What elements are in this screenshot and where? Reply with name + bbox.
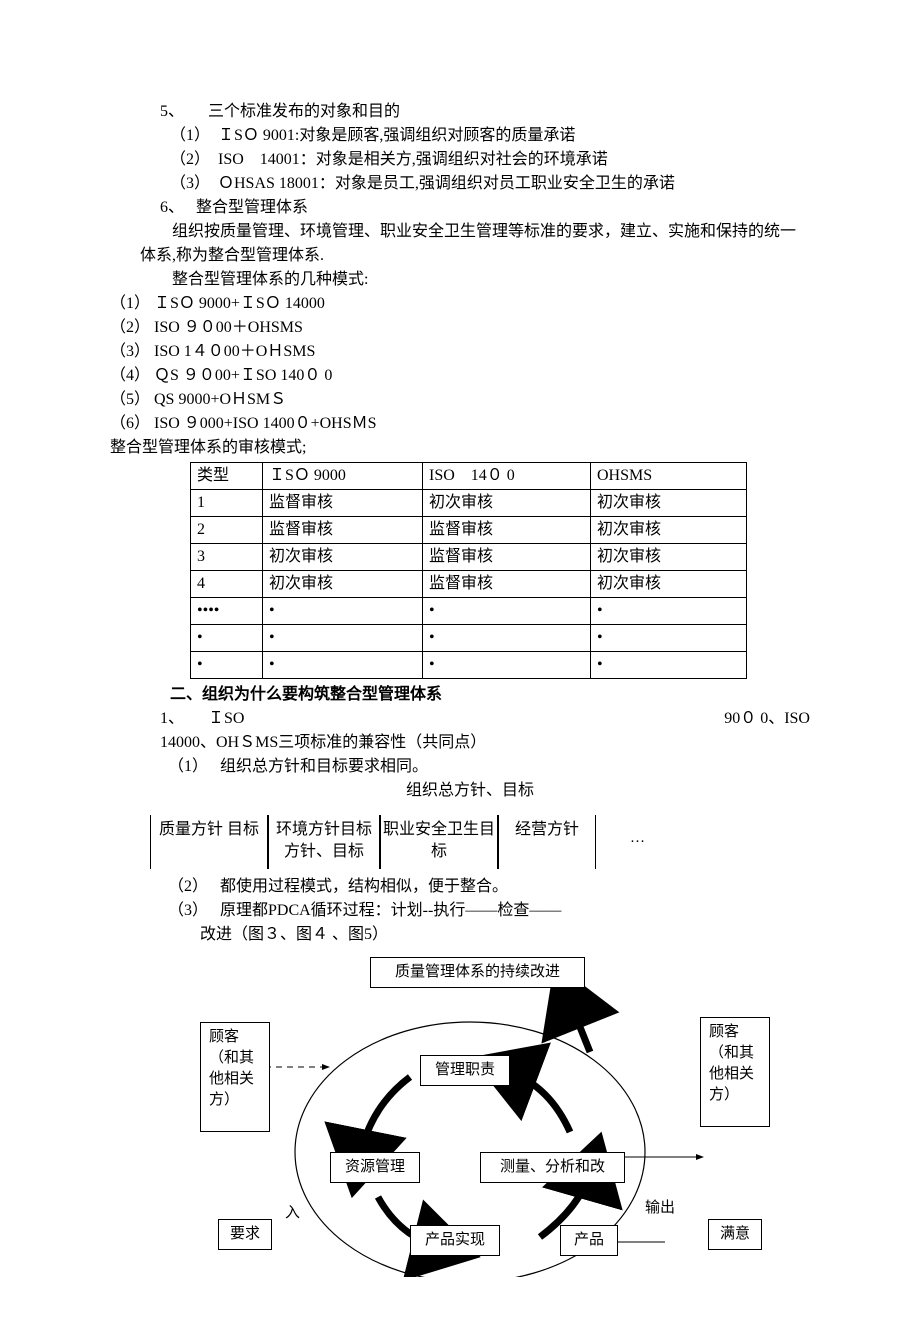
section5-title: 5、 三个标准发布的对象和目的 — [110, 100, 810, 124]
right-sat-box: 满意 — [708, 1219, 762, 1250]
mgmt-box: 管理职责 — [420, 1055, 510, 1086]
compat-item1: （1） 组织总方针和目标要求相同。 — [110, 755, 810, 779]
mode-5: （5） QS 9000+OＨSMＳ — [110, 388, 810, 412]
compat-row: 1、 ＩSO 90０ 0、ISO — [110, 707, 810, 731]
th-ohsms: OHSMS — [591, 463, 747, 490]
org-row: 质量方针 目标 环境方针目标方针、目标 职业安全卫生目标 经营方针 … — [150, 815, 810, 869]
section5-item-2: （2） ISO 14001：对象是相关方,强调组织对社会的环境承诺 — [110, 148, 810, 172]
mode-3: （3） ISO 1４０00＋OＨSMS — [110, 340, 810, 364]
th-type: 类型 — [191, 463, 263, 490]
org-cell-mgmt: 经营方针 — [498, 815, 596, 869]
compat-item2: （2） 都使用过程模式，结构相似，便于整合。 — [110, 875, 810, 899]
section5-item-3: （3） ＯHSAS 18001：对象是员工,强调组织对员工职业安全卫生的承诺 — [110, 172, 810, 196]
left-req-box: 要求 — [218, 1219, 272, 1250]
prod-box: 产品 — [560, 1225, 618, 1256]
org-cell-ohs: 职业安全卫生目标 — [380, 815, 498, 869]
table-header-row: 类型 ＩSＯ 9000 ISO 14０ 0 OHSMS — [191, 463, 747, 490]
left-customer-box: 顾客（和其他相关方） — [200, 1022, 270, 1132]
section6-para1: 组织按质量管理、环境管理、职业安全卫生管理等标准的要求，建立、实施和保持的统一体… — [110, 220, 810, 268]
compat-left: 1、 ＩSO — [160, 707, 244, 731]
org-top: 组织总方针、目标 — [110, 779, 810, 803]
table-row: 1监督审核初次审核初次审核 — [191, 490, 747, 517]
compat-item3b: 改进（图３、图４ 、图5） — [110, 923, 810, 947]
mode-2: （2） ISO ９０00＋OHSMS — [110, 316, 810, 340]
table-row: 3初次审核监督审核初次审核 — [191, 544, 747, 571]
meas-box: 测量、分析和改 — [480, 1152, 625, 1183]
table-row: •••• — [191, 652, 747, 679]
org-cell-env: 环境方针目标方针、目标 — [268, 815, 380, 869]
diagram-title: 质量管理体系的持续改进 — [370, 957, 585, 988]
audit-intro: 整合型管理体系的审核模式; — [110, 436, 810, 460]
right-customer-box: 顾客（和其他相关方） — [700, 1017, 770, 1127]
section6-title: 6、 整合型管理体系 — [110, 196, 810, 220]
th-iso9000: ＩSＯ 9000 — [263, 463, 423, 490]
table-row: •••• — [191, 625, 747, 652]
org-cell-quality: 质量方针 目标 — [150, 815, 268, 869]
compat-right: 90０ 0、ISO — [724, 707, 810, 731]
table-row: 2监督审核监督审核初次审核 — [191, 517, 747, 544]
th-iso14000: ISO 14０ 0 — [423, 463, 591, 490]
table-row: 4初次审核监督审核初次审核 — [191, 571, 747, 598]
section2-heading: 二、组织为什么要构筑整合型管理体系 — [110, 683, 810, 707]
prod-real-box: 产品实现 — [410, 1225, 500, 1256]
table-row: ••••••• — [191, 598, 747, 625]
mode-6: （6） ISO ９000+ISO 1400０+OHSＭS — [110, 412, 810, 436]
res-box: 资源管理 — [330, 1152, 420, 1183]
pdca-diagram: 质量管理体系的持续改进 顾客（和其他相关方） 要求 顾客（和其他相关方） 满意 … — [110, 957, 810, 1277]
label-in: 入 — [285, 1202, 300, 1225]
audit-table: 类型 ＩSＯ 9000 ISO 14０ 0 OHSMS 1监督审核初次审核初次审… — [190, 462, 747, 679]
label-out: 输出 — [645, 1197, 675, 1220]
org-cell-etc: … — [630, 827, 645, 850]
mode-1: （1） ＩSＯ 9000+ＩSＯ 14000 — [110, 292, 810, 316]
compat-line2: 14000、OHＳMS三项标准的兼容性（共同点） — [110, 731, 810, 755]
mode-4: （4） ＱS ９０00+ＩSO 140０ 0 — [110, 364, 810, 388]
section5-item-1: （1） ＩSＯ 9001:对象是顾客,强调组织对顾客的质量承诺 — [110, 124, 810, 148]
section6-sub: 整合型管理体系的几种模式: — [110, 268, 810, 292]
compat-item3a: （3） 原理都PDCA循环过程：计划--执行——检查—— — [110, 899, 810, 923]
